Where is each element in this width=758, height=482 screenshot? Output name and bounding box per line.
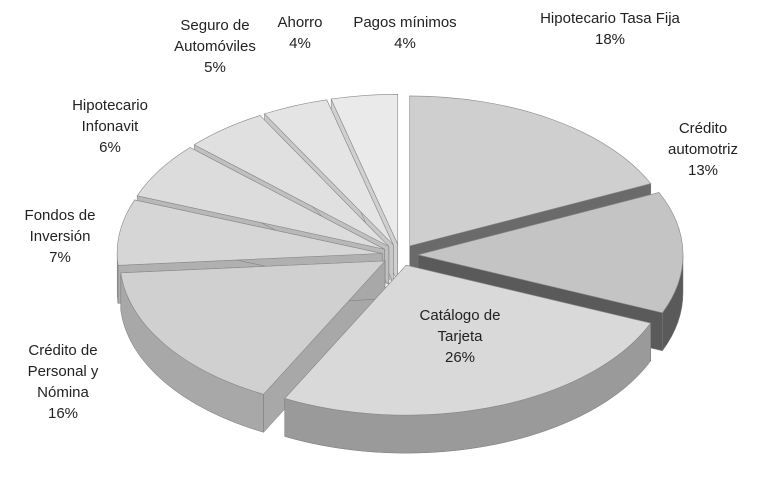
slice-label: Fondos de Inversión 7% xyxy=(5,205,115,268)
value-label: 16% xyxy=(47,405,79,422)
slice-label: Pagos mínimos 4% xyxy=(340,12,470,54)
value-label: 5% xyxy=(204,59,226,76)
category-label: Pagos mínimos xyxy=(353,14,457,31)
slice-label: Catálogo de Tarjeta 26% xyxy=(405,305,515,368)
slice-label: Crédito de Personal y Nómina 16% xyxy=(8,340,118,424)
slice-label: Hipotecario Infonavit 6% xyxy=(55,95,165,158)
slice xyxy=(263,99,394,246)
value-label: 13% xyxy=(687,162,719,179)
value-label: 4% xyxy=(394,35,416,52)
category-label: Crédito de Personal y Nómina xyxy=(27,342,99,401)
slice xyxy=(330,93,399,245)
value-label: 6% xyxy=(99,139,121,156)
slice-label: Seguro de Automóviles 5% xyxy=(160,15,270,78)
category-label: Hipotecario Tasa Fija xyxy=(540,10,680,27)
slice-label: Crédito automotriz 13% xyxy=(648,118,758,181)
slice xyxy=(284,264,652,416)
slice-label: Hipotecario Tasa Fija 18% xyxy=(540,8,680,50)
category-label: Fondos de Inversión xyxy=(24,207,96,245)
category-label: Ahorro xyxy=(277,14,323,31)
value-label: 4% xyxy=(289,35,311,52)
slice xyxy=(417,192,684,314)
category-label: Crédito automotriz xyxy=(667,120,739,158)
slice xyxy=(116,199,383,266)
slice xyxy=(120,260,386,395)
category-label: Catálogo de Tarjeta xyxy=(419,307,501,345)
category-label: Seguro de Automóviles xyxy=(174,17,256,55)
slice xyxy=(409,95,652,247)
slice xyxy=(136,147,385,250)
slice xyxy=(193,115,390,247)
value-label: 26% xyxy=(444,349,476,366)
value-label: 18% xyxy=(594,31,626,48)
category-label: Hipotecario Infonavit xyxy=(72,97,148,135)
value-label: 7% xyxy=(49,249,71,266)
slice-label: Ahorro 4% xyxy=(265,12,335,54)
